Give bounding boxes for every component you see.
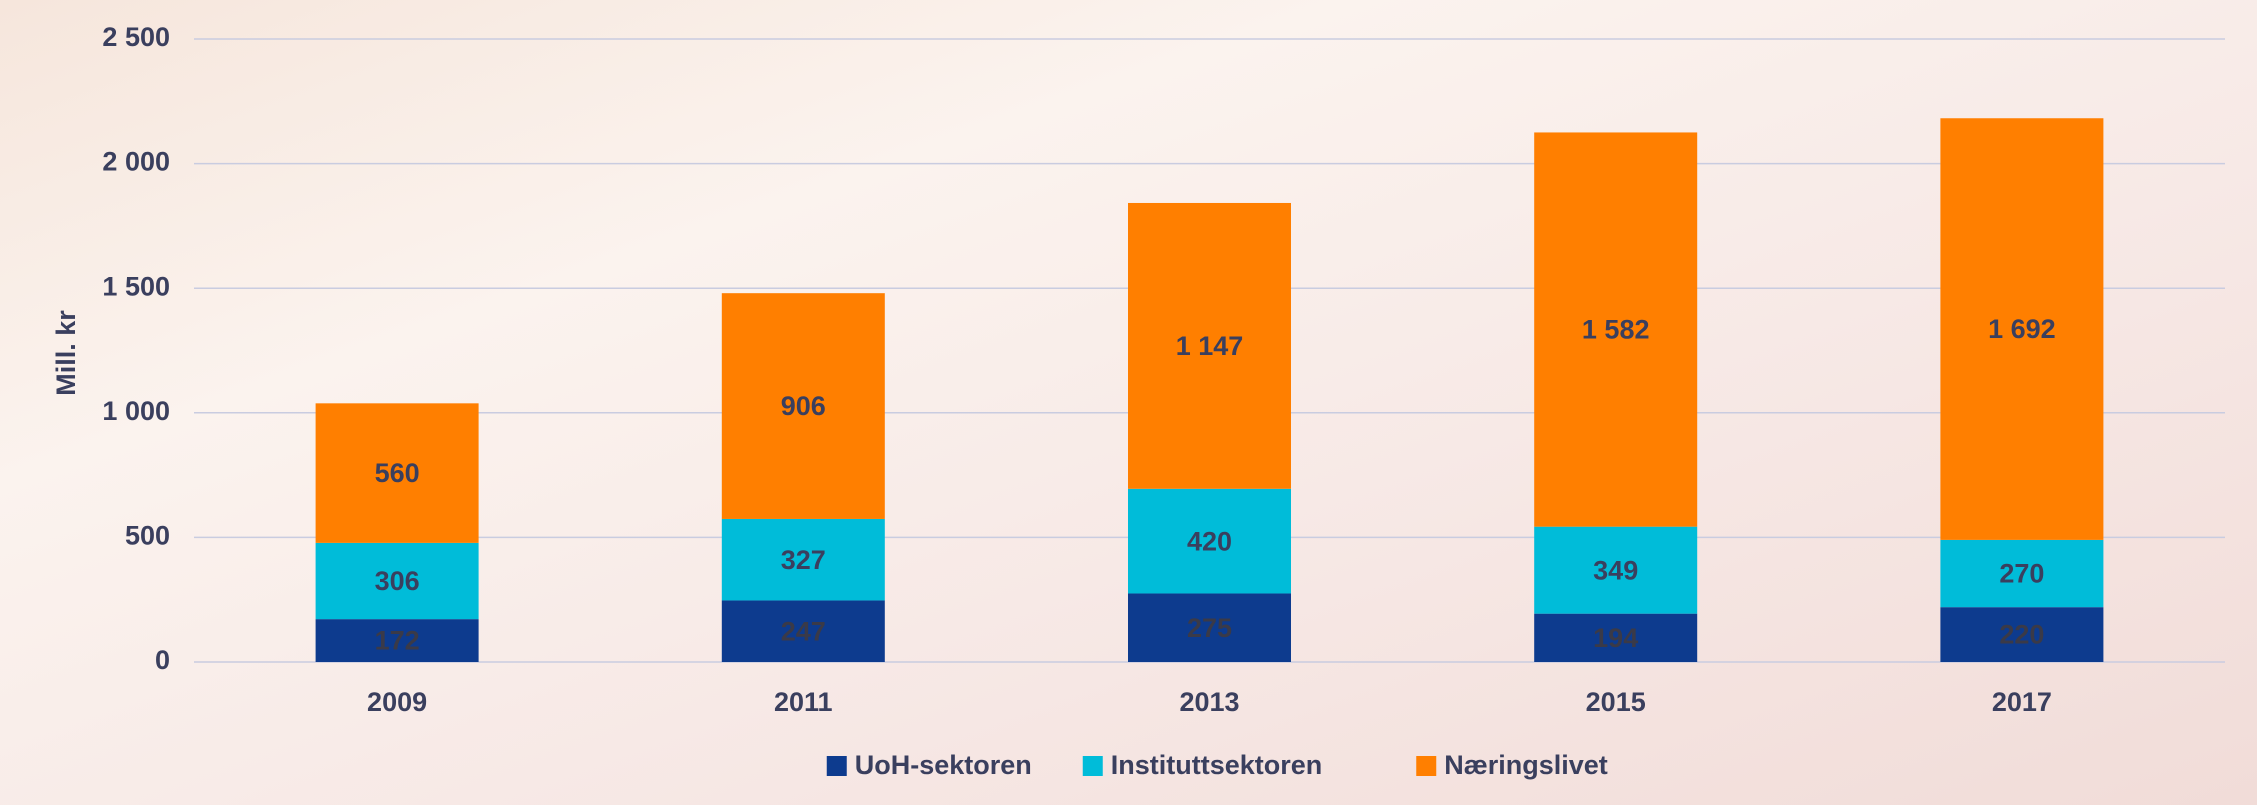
data-label: 220 [1999,620,2044,650]
bar-segment [721,293,885,519]
y-tick-label: 1 500 [102,271,170,301]
legend-label: UoH-sektoren [855,750,1032,780]
data-label: 1 582 [1582,315,1650,345]
y-tick-label: 1 000 [102,396,170,426]
data-label: 172 [375,626,420,656]
y-tick-label: 0 [155,645,170,675]
bar-segment [1534,613,1698,662]
data-label: 1 692 [1988,314,2056,344]
bar-segment [315,403,479,543]
bar-segment [1534,526,1698,614]
bar-segment [721,518,885,601]
data-label: 275 [1187,613,1232,643]
y-tick-label: 500 [125,521,170,551]
x-tick-label: 2011 [774,687,833,717]
x-tick-label: 2013 [1179,687,1239,717]
bar-segment [721,600,885,662]
legend-swatch [1416,756,1437,776]
x-tick-label: 2015 [1586,687,1646,717]
legend-swatch [826,756,847,776]
y-tick-label: 2 500 [102,22,170,52]
data-label: 247 [781,616,826,646]
x-tick-label: 2009 [367,687,427,717]
x-tick-label: 2017 [1992,687,2052,717]
legend-label: Næringslivet [1444,750,1608,780]
bar-segment [315,619,479,662]
bar-segment [1940,118,2104,540]
bar-segment [1534,132,1698,527]
legend-label: Instituttsektoren [1111,750,1323,780]
y-tick-label: 2 000 [102,147,170,177]
bar-segment [315,542,479,620]
bar-segment [1128,488,1291,594]
bar-segment [1128,593,1291,662]
data-label: 349 [1593,555,1638,585]
y-axis-label: Mill. kr [51,310,81,396]
data-label: 194 [1593,623,1638,653]
data-label: 306 [375,566,420,596]
legend-swatch [1082,756,1103,776]
bar-segment [1128,202,1291,489]
data-label: 270 [1999,559,2044,589]
data-label: 327 [781,545,826,575]
bar-segment [1940,539,2104,608]
data-label: 420 [1187,526,1232,556]
data-label: 1 147 [1176,331,1244,361]
data-label: 906 [781,391,826,421]
data-label: 560 [375,458,420,488]
bar-segment [1940,607,2104,662]
